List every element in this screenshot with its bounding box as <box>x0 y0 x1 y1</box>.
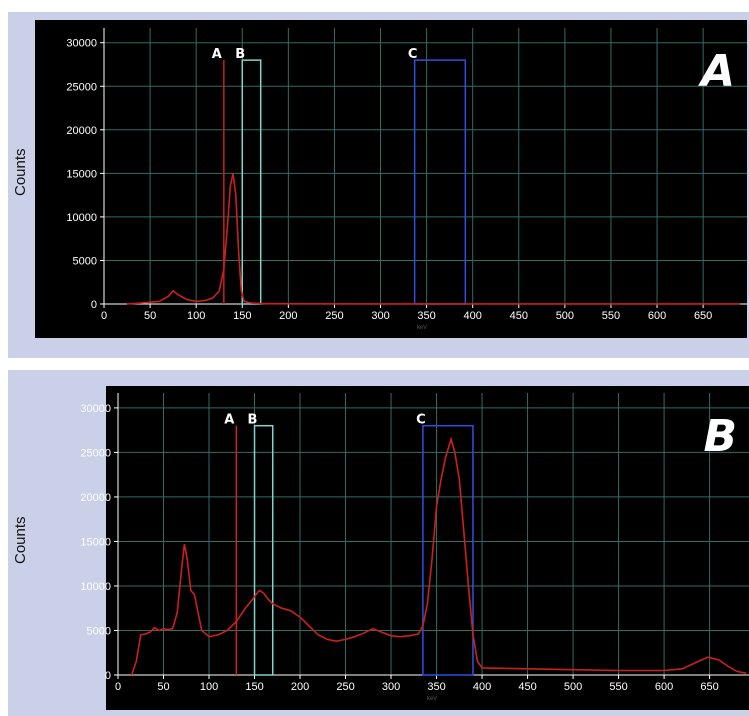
y-tick-label: 20000 <box>66 125 97 137</box>
x-tick-label: 0 <box>101 310 107 322</box>
y-tick-label: 5000 <box>73 255 97 267</box>
x-tick-label: 450 <box>518 681 536 693</box>
x-tick-label: 650 <box>700 681 718 693</box>
x-tick-label: 400 <box>464 310 482 322</box>
spectrum-line <box>126 173 740 305</box>
x-tick-label: 600 <box>648 310 666 322</box>
y-tick-label: 25000 <box>80 447 111 459</box>
y-tick-label: 20000 <box>80 492 111 504</box>
plot-background <box>35 20 747 338</box>
chart-a-svg: 0 50 100 150 200 250 300 350 400 450 500 550 600 650 0… <box>35 20 747 338</box>
x-tick-label: 450 <box>510 310 528 322</box>
x-tick-label: 0 <box>115 681 121 693</box>
x-tick-label: 350 <box>427 681 445 693</box>
x-tick-label: 300 <box>371 310 389 322</box>
y-tick-label: 30000 <box>66 38 97 50</box>
x-tick-label: 250 <box>336 681 354 693</box>
x-tick-label: 100 <box>187 310 205 322</box>
x-tick-label: 50 <box>144 310 156 322</box>
y-tick-label: 15000 <box>80 536 111 548</box>
y-tick-label: 25000 <box>66 81 97 93</box>
x-tick-label: 300 <box>382 681 400 693</box>
window-box <box>422 424 474 676</box>
x-tick-label: 100 <box>200 681 218 693</box>
y-tick-label: 0 <box>91 299 97 311</box>
x-tick-label: 600 <box>655 681 673 693</box>
chart-b-svg: 0 50 100 150 200 250 300 350 400 450 500 550 600 650 0… <box>80 386 749 710</box>
x-tick-label: 250 <box>325 310 343 322</box>
chart-panel-b: Counts 0 50 100 150 200 250 300 350 400 450 500 550… <box>8 370 749 716</box>
y-tick-label: 0 <box>105 670 111 682</box>
window-box <box>253 424 274 676</box>
x-tick-label: 50 <box>157 681 169 693</box>
window-marker-label: A <box>212 47 222 62</box>
panel-letter: A <box>698 46 735 97</box>
x-tick-label: 400 <box>473 681 491 693</box>
window-box <box>241 59 262 305</box>
y-tick-label: 10000 <box>80 581 111 593</box>
x-tick-label: 650 <box>694 310 712 322</box>
x-tick-label: 350 <box>417 310 435 322</box>
y-tick-label: 10000 <box>66 212 97 224</box>
y-tick-label: 30000 <box>80 403 111 415</box>
x-axis-label: keV <box>417 325 427 331</box>
window-box-label: C <box>416 413 426 428</box>
window-box-label: B <box>248 413 258 428</box>
x-tick-label: 500 <box>564 681 582 693</box>
x-tick-label: 550 <box>609 681 627 693</box>
x-tick-label: 500 <box>556 310 574 322</box>
x-tick-label: 200 <box>279 310 297 322</box>
chart-panel-a: Counts 0 50 100 150 200 250 300 350 400 450 500 550… <box>8 12 749 358</box>
window-marker-label: A <box>224 413 234 428</box>
y-tick-label: 5000 <box>87 625 111 637</box>
panel-letter: B <box>703 411 737 462</box>
window-box-label: C <box>408 47 418 62</box>
x-axis-label: keV <box>427 696 437 702</box>
y-tick-label: 15000 <box>66 168 97 180</box>
spectrum-line <box>130 436 747 676</box>
x-tick-label: 150 <box>233 310 251 322</box>
window-box-label: B <box>235 47 245 62</box>
x-tick-label: 550 <box>602 310 620 322</box>
plot-background <box>106 386 749 710</box>
x-tick-label: 200 <box>291 681 309 693</box>
x-tick-label: 150 <box>245 681 263 693</box>
